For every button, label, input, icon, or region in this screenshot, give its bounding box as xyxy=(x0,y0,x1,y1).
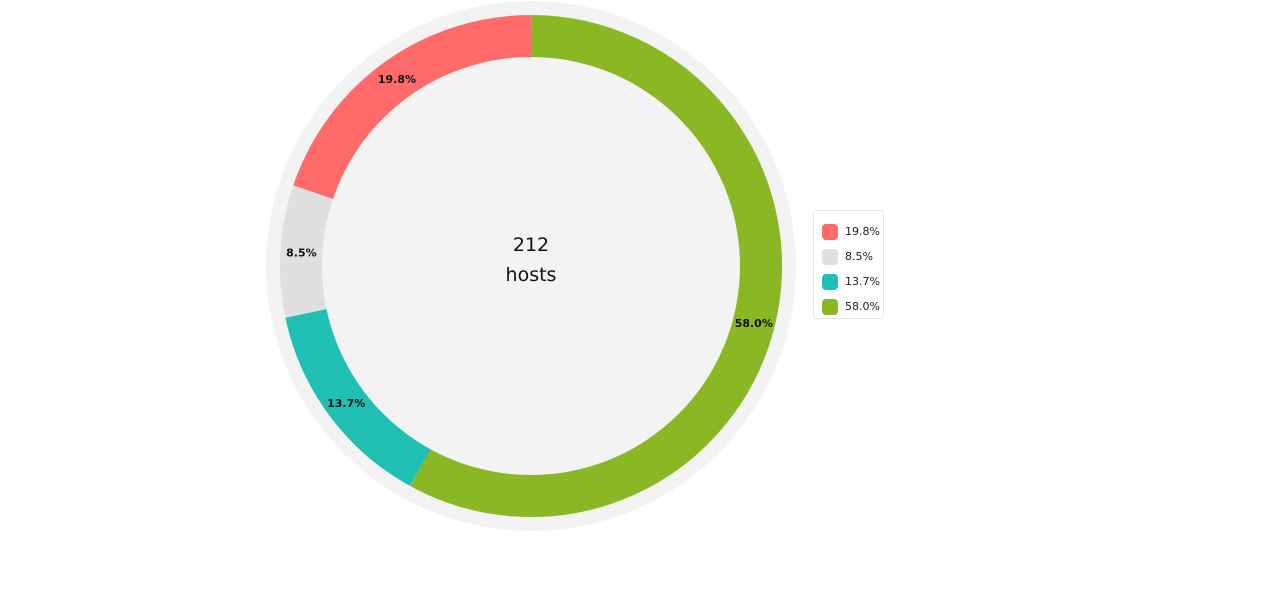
donut-inner-fill xyxy=(322,57,740,475)
legend-item[interactable]: 8.5% xyxy=(822,244,883,269)
legend-label: 13.7% xyxy=(845,275,880,288)
center-value: 212 xyxy=(513,234,549,256)
slice-label: 13.7% xyxy=(327,397,365,410)
slice-label: 58.0% xyxy=(735,317,773,330)
legend-swatch xyxy=(822,273,838,290)
chart-legend: 19.8% 8.5% 13.7% 58.0% xyxy=(813,210,884,319)
slice-label: 19.8% xyxy=(378,73,416,86)
legend-swatch xyxy=(822,223,838,240)
legend-label: 58.0% xyxy=(845,300,880,313)
donut-slices xyxy=(280,15,782,517)
legend-item[interactable]: 58.0% xyxy=(822,294,883,319)
legend-label: 8.5% xyxy=(845,250,873,263)
legend-swatch xyxy=(822,298,838,315)
legend-item[interactable]: 13.7% xyxy=(822,269,883,294)
legend-swatch xyxy=(822,248,838,265)
slice-label: 8.5% xyxy=(286,246,317,259)
legend-item[interactable]: 19.8% xyxy=(822,219,883,244)
donut-slice-labels: 58.0% 13.7% 8.5% 19.8% xyxy=(286,73,773,410)
center-unit: hosts xyxy=(506,264,557,286)
legend-label: 19.8% xyxy=(845,225,880,238)
